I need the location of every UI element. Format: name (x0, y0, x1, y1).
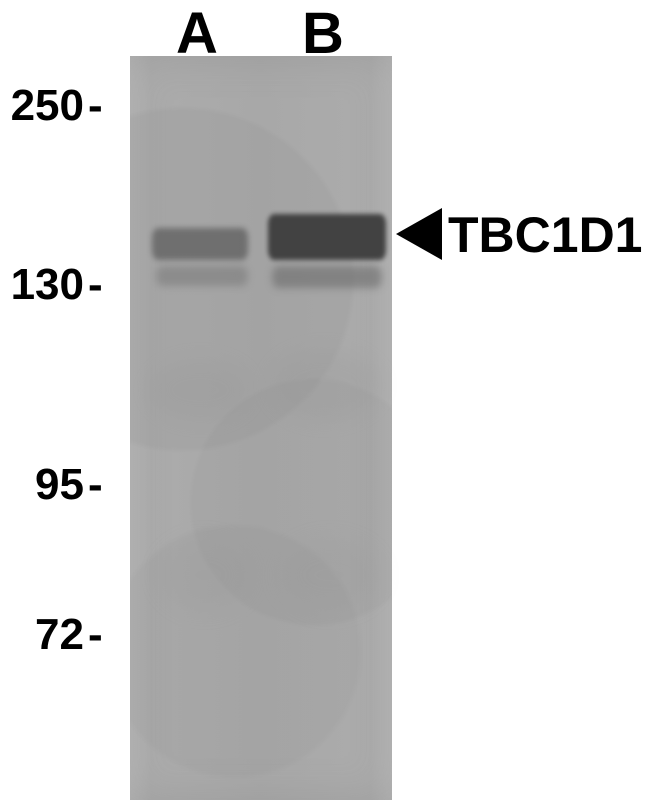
mw-dash-72: - (88, 610, 103, 660)
smudge-2 (160, 540, 250, 610)
mw-dash-250: - (88, 81, 103, 131)
mw-dash-95: - (88, 460, 103, 510)
western-blot-figure: A B 250-130-95-72- TBC1D1 (0, 0, 650, 803)
lane-label-b: B (302, 0, 344, 67)
blot-membrane (130, 56, 392, 800)
mw-label-72: 72 (0, 610, 84, 660)
mw-label-250: 250 (0, 81, 84, 131)
band-B-2 (268, 214, 386, 260)
mw-label-130: 130 (0, 260, 84, 310)
mw-dash-130: - (88, 260, 103, 310)
band-A-0 (152, 228, 248, 260)
smudge-0 (150, 360, 250, 420)
band-A-1 (156, 266, 248, 286)
band-pointer-arrow-icon (396, 208, 442, 260)
band-B-3 (272, 266, 382, 288)
mw-label-95: 95 (0, 460, 84, 510)
lane-label-a: A (176, 0, 218, 67)
protein-name-label: TBC1D1 (448, 206, 642, 264)
smudge-1 (270, 350, 380, 420)
smudge-3 (280, 540, 380, 610)
